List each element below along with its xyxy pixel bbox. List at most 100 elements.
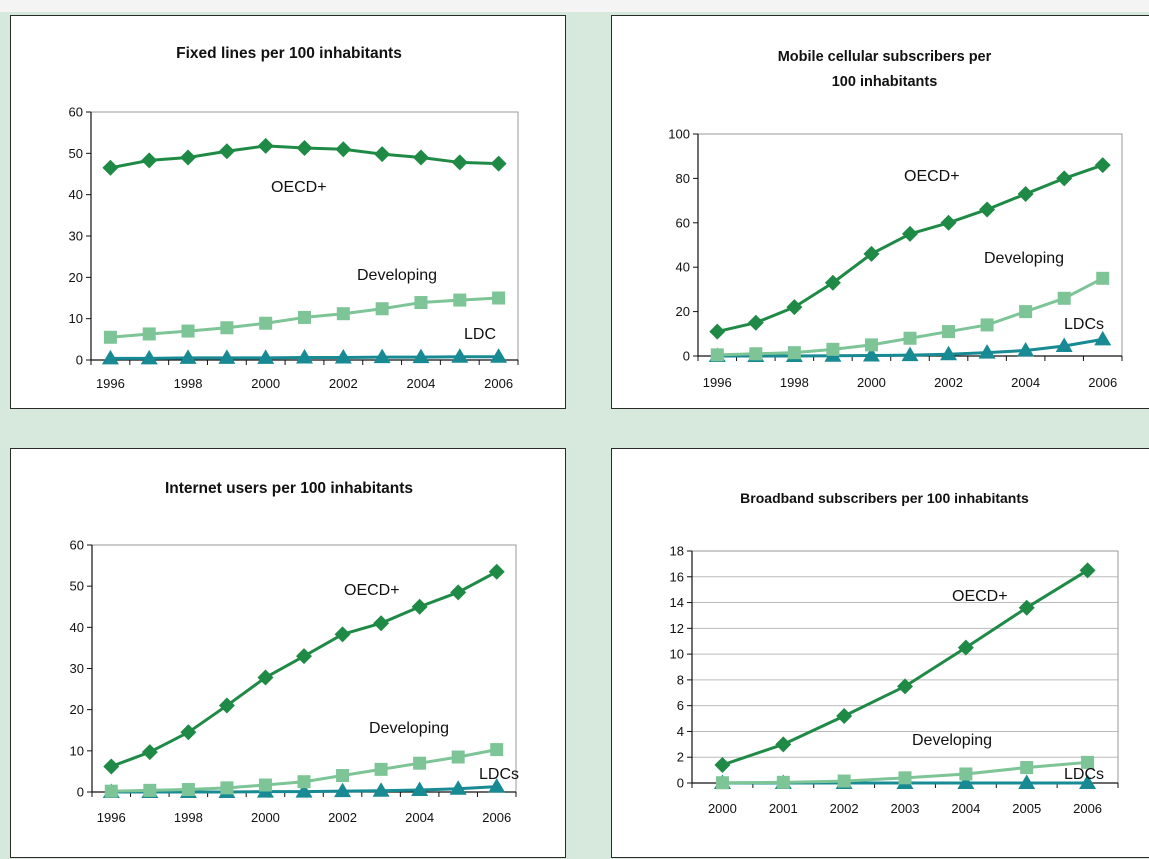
x-tick-label: 2002: [934, 375, 963, 390]
x-tick-label: 2000: [251, 376, 280, 391]
data-point-oecd: [296, 139, 313, 156]
data-point-oecd: [296, 648, 312, 665]
data-point-ldc: [372, 782, 390, 797]
x-tick-label: 1998: [174, 810, 203, 825]
series-oecd: [709, 157, 1111, 340]
y-tick-label: 60: [676, 215, 690, 230]
x-tick-label: 2004: [405, 810, 434, 825]
y-tick-label: 100: [668, 127, 690, 142]
series-label-oecd: OECD+: [344, 582, 400, 599]
data-point-oecd: [412, 149, 429, 166]
x-tick-label: 1996: [703, 375, 732, 390]
data-point-oecd: [957, 639, 974, 656]
x-tick-label: 1998: [780, 375, 809, 390]
data-point-ldc: [490, 348, 508, 363]
data-point-oecd: [218, 697, 235, 714]
data-point-oecd: [1056, 170, 1073, 187]
data-point-developing: [837, 774, 851, 788]
data-point-ldc: [1055, 337, 1073, 353]
data-point-ldc: [101, 349, 119, 365]
x-tick-label: 2006: [484, 376, 513, 391]
x-tick-label: 2005: [1012, 801, 1041, 816]
y-tick-label: 30: [69, 229, 83, 244]
x-tick-label: 2001: [769, 801, 798, 816]
data-point-developing: [142, 327, 156, 341]
data-point-ldc: [296, 349, 313, 364]
data-point-ldc: [978, 344, 996, 359]
data-point-oecd: [103, 758, 120, 775]
x-tick-label: 2006: [1073, 801, 1102, 816]
data-point-ldc: [449, 780, 467, 795]
data-point-developing: [104, 784, 118, 798]
x-tick-label: 2004: [406, 376, 435, 391]
data-point-oecd: [747, 314, 764, 331]
series-label-developing: Developing: [984, 250, 1064, 267]
data-point-developing: [492, 291, 506, 305]
data-point-developing: [413, 756, 427, 770]
data-point-developing: [776, 775, 790, 789]
series-label-oecd: OECD+: [271, 179, 327, 196]
data-point-ldc: [1079, 774, 1097, 789]
series-oecd: [714, 562, 1096, 773]
data-point-oecd: [488, 563, 505, 580]
data-point-developing: [864, 338, 878, 352]
data-point-oecd: [218, 143, 235, 160]
data-point-oecd: [180, 724, 197, 741]
y-tick-label: 0: [77, 785, 84, 800]
data-point-developing: [1057, 291, 1071, 305]
data-point-developing: [453, 293, 467, 307]
series-ldc: [101, 348, 508, 365]
data-point-developing: [1019, 305, 1033, 319]
x-tick-label: 1996: [96, 376, 125, 391]
y-tick-label: 80: [676, 171, 690, 186]
data-point-oecd: [411, 598, 428, 615]
data-point-developing: [903, 331, 917, 345]
data-point-oecd: [102, 159, 119, 176]
data-point-oecd: [334, 626, 351, 643]
chart-svg: Internet users per 100 inhabitants 0 10 20 3…: [70, 480, 519, 825]
y-tick-label: 20: [69, 270, 83, 285]
data-point-ldc: [940, 345, 958, 361]
plot-frame: [691, 550, 1119, 784]
chart-panel-internet-users: Internet users per 100 inhabitants 0 10 20 3…: [10, 448, 566, 858]
data-point-developing: [414, 296, 428, 310]
data-point-developing: [103, 330, 117, 344]
y-tick-label: 12: [670, 621, 684, 636]
chart-panel-fixed-lines: Fixed lines per 100 inhabitants 0 10 20 30 40…: [10, 15, 566, 409]
series-oecd: [103, 563, 505, 775]
data-point-developing: [959, 767, 973, 781]
y-tick-label: 4: [677, 724, 684, 739]
data-point-ldc: [862, 347, 880, 362]
chart-svg: Fixed lines per 100 inhabitants 0 10 20 30 40…: [69, 45, 519, 391]
chart-title: Mobile cellular subscribers per: [778, 49, 992, 65]
data-point-developing: [1096, 271, 1110, 285]
x-tick-label: 1998: [174, 376, 203, 391]
series-oecd: [102, 137, 507, 176]
data-point-developing: [1081, 755, 1095, 769]
data-point-developing: [374, 762, 388, 776]
data-point-oecd: [1094, 157, 1111, 174]
data-point-oecd: [863, 245, 880, 262]
series-label-oecd: OECD+: [904, 168, 960, 185]
data-point-oecd: [257, 669, 274, 686]
data-point-oecd: [979, 201, 996, 218]
chart-panel-mobile-subscribers: Mobile cellular subscribers per 100 inhab…: [611, 15, 1149, 409]
x-tick-label: 2006: [482, 810, 511, 825]
x-tick-label: 2004: [1011, 375, 1040, 390]
data-point-oecd: [836, 707, 853, 724]
series-label-ldc: LDCs: [1064, 766, 1104, 783]
series-label-ldc: LDC: [464, 326, 496, 343]
data-point-oecd: [940, 214, 957, 231]
data-point-ldc: [334, 782, 352, 798]
y-tick-label: 2: [677, 750, 684, 765]
series-line-oecd: [110, 570, 498, 768]
data-point-developing: [143, 783, 157, 797]
data-point-ldc: [451, 348, 469, 363]
y-tick-label: 6: [677, 698, 684, 713]
y-tick-label: 40: [70, 620, 84, 635]
data-point-oecd: [786, 299, 803, 316]
data-point-oecd: [374, 146, 391, 163]
y-tick-label: 0: [683, 349, 690, 364]
data-point-developing: [336, 769, 350, 783]
x-tick-label: 2000: [708, 801, 737, 816]
